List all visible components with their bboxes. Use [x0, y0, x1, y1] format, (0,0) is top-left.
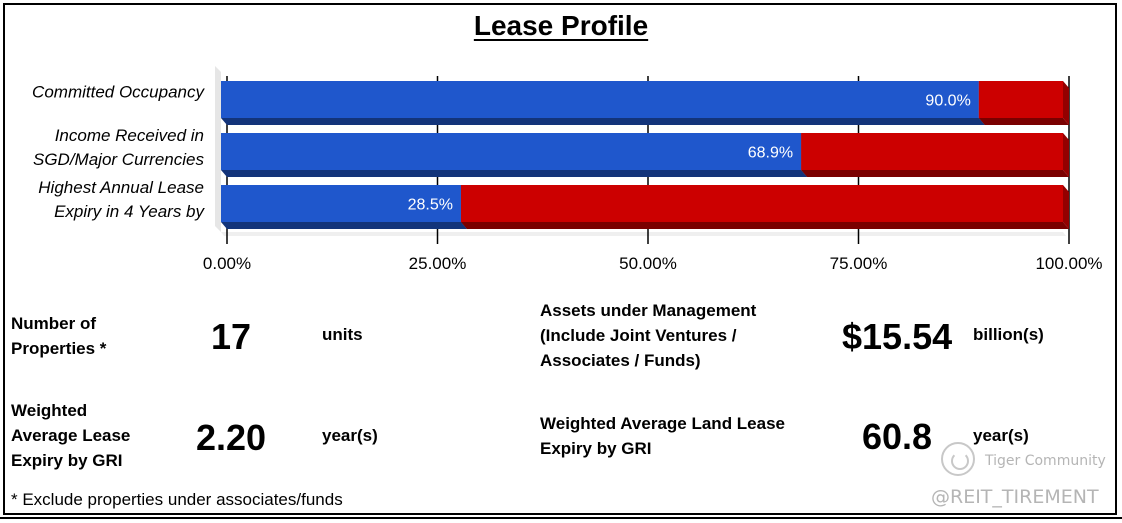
bar-bottom-face	[221, 222, 467, 229]
properties-label-line: Properties *	[11, 339, 107, 358]
category-label: SGD/Major Currencies	[33, 150, 204, 169]
bar-primary	[221, 81, 979, 118]
bar-side-face	[1063, 185, 1069, 229]
x-tick-label: 100.00%	[1035, 254, 1102, 273]
page-title: Lease Profile	[473, 10, 649, 41]
category-label: Expiry in 4 Years by	[54, 202, 205, 221]
bar-data-label: 68.9%	[748, 145, 793, 162]
bar-data-label: 90.0%	[925, 93, 970, 110]
properties-value: 17	[211, 316, 252, 357]
bar-bottom-face	[460, 222, 1070, 229]
wale-label: Weighted Average Lease Expiry by GRI	[11, 398, 130, 473]
category-label: Highest Annual Lease	[38, 178, 204, 197]
aum-label-line: Assets under Management	[540, 301, 757, 320]
bar-bottom-face	[978, 118, 1069, 125]
bar-remainder	[801, 133, 1063, 170]
chart-floor	[221, 232, 1066, 236]
wale-label-line: Average Lease	[11, 426, 131, 445]
wale-unit: year(s)	[322, 426, 378, 445]
footnote: * Exclude properties under associates/fu…	[11, 490, 343, 509]
bar-data-label: 28.5%	[408, 197, 453, 214]
land-lease-label-line: Weighted Average Land Lease	[540, 414, 785, 433]
bar-remainder	[460, 185, 1064, 222]
wale-label-line: Weighted	[11, 401, 88, 420]
aum-label: Assets under Management (Include Joint V…	[540, 298, 756, 373]
bar-side-face	[1063, 133, 1069, 177]
tiger-logo-icon	[941, 442, 975, 476]
x-tick-label: 75.00%	[830, 254, 888, 273]
bar-bottom-face	[221, 170, 808, 177]
bar-bottom-face	[801, 170, 1069, 177]
wale-value: 2.20	[196, 417, 267, 458]
bar-side-face	[1063, 81, 1069, 125]
properties-unit: units	[322, 325, 363, 344]
bar-remainder	[978, 81, 1063, 118]
bottom-rule	[0, 517, 1122, 519]
wale-label-line: Expiry by GRI	[11, 451, 123, 470]
x-tick-label: 50.00%	[619, 254, 677, 273]
panel-frame	[3, 3, 1117, 515]
land-lease-unit: year(s)	[973, 426, 1029, 445]
properties-label-line: Number of	[11, 314, 96, 333]
bar-bottom-face	[221, 118, 985, 125]
watermark-handle: @REIT_TIREMENT	[931, 486, 1099, 508]
properties-label: Number of Properties *	[11, 311, 106, 361]
chart-back-wall	[215, 66, 221, 232]
land-lease-label-line: Expiry by GRI	[540, 439, 652, 458]
aum-value: $15.54	[842, 316, 953, 357]
category-label: Committed Occupancy	[32, 83, 205, 102]
bar-primary	[221, 133, 802, 170]
land-lease-value: 60.8	[862, 416, 933, 457]
lease-profile-chart: 90.0% Committed Occupancy 68.9% Income Rece…	[32, 66, 1103, 273]
bar-primary	[221, 185, 461, 222]
aum-label-line: (Include Joint Ventures /	[540, 326, 737, 345]
aum-unit: billion(s)	[973, 325, 1044, 344]
aum-label-line: Associates / Funds)	[540, 351, 701, 370]
category-label: Income Received in	[55, 126, 204, 145]
watermark-brand: Tiger Community	[985, 453, 1106, 469]
land-lease-label: Weighted Average Land Lease Expiry by GR…	[540, 411, 785, 461]
x-tick-label: 0.00%	[203, 254, 251, 273]
x-tick-label: 25.00%	[409, 254, 467, 273]
